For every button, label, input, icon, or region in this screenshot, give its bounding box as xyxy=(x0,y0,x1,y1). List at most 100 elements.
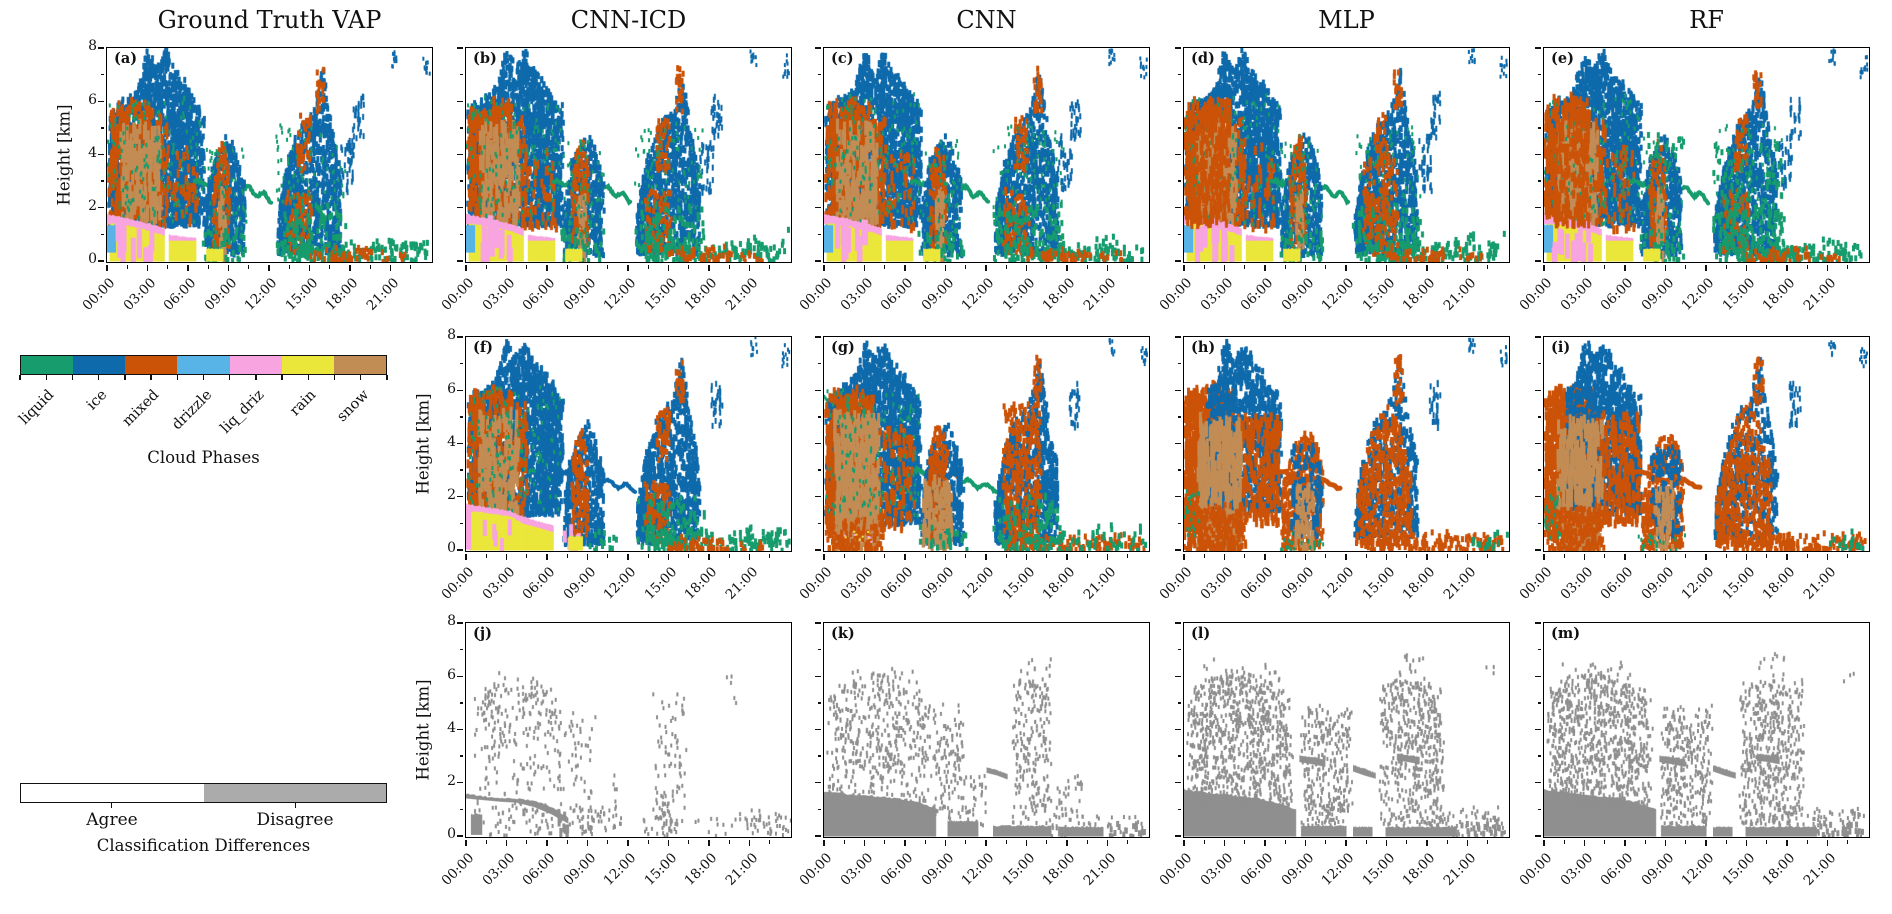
y-tick-major xyxy=(815,100,821,102)
x-tick-label: 00:00 xyxy=(438,850,478,889)
disagree-label: Disagree xyxy=(256,810,334,830)
x-tick-minor xyxy=(566,840,568,844)
x-tick-label: 00:00 xyxy=(796,850,836,889)
x-tick-label: 06:00 xyxy=(1597,275,1637,314)
x-tick-minor xyxy=(1685,554,1687,558)
phase-label-liquid: liquid xyxy=(16,387,58,428)
y-tick-major xyxy=(457,100,463,102)
x-tick-minor xyxy=(1203,554,1205,558)
x-tick-label: 18:00 xyxy=(1039,275,1079,314)
y-tick-major xyxy=(1175,260,1181,262)
x-tick-minor xyxy=(1766,554,1768,558)
y-tick-minor xyxy=(1537,755,1541,757)
x-tick-minor xyxy=(607,840,609,844)
x-tick-minor xyxy=(1406,554,1408,558)
y-tick-minor xyxy=(100,180,104,182)
x-tick-major xyxy=(1543,840,1545,846)
x-tick-minor xyxy=(1086,265,1088,269)
x-tick-minor xyxy=(1244,840,1246,844)
x-tick-label: 15:00 xyxy=(281,275,321,314)
x-tick-label: 15:00 xyxy=(640,275,680,314)
x-tick-label: 00:00 xyxy=(1516,275,1556,314)
x-tick-label: 15:00 xyxy=(998,275,1038,314)
y-tick-minor xyxy=(1537,648,1541,651)
y-tick-major xyxy=(457,549,463,551)
x-tick-label: 00:00 xyxy=(1156,850,1196,889)
x-tick-label: 09:00 xyxy=(559,564,599,603)
y-tick-major xyxy=(457,675,463,677)
x-tick-minor xyxy=(924,554,926,558)
x-tick-minor xyxy=(1806,554,1808,558)
phase-swatch-snow xyxy=(333,356,386,374)
y-tick-minor xyxy=(1177,522,1181,525)
y-tick-major xyxy=(457,336,463,338)
y-tick-minor xyxy=(1177,469,1181,471)
x-tick-minor xyxy=(1005,840,1007,844)
x-tick-label: 21:00 xyxy=(1079,564,1119,603)
x-tick-major xyxy=(1066,265,1068,271)
x-tick-minor xyxy=(1685,840,1687,844)
x-tick-label: 03:00 xyxy=(836,564,876,603)
x-tick-major xyxy=(1385,554,1388,560)
y-tick-major xyxy=(1535,549,1541,551)
phase-swatch-liq_driz xyxy=(229,356,282,374)
panel-f-plot xyxy=(466,337,791,551)
x-tick-minor xyxy=(965,554,967,558)
y-tick-major xyxy=(815,675,821,677)
y-tick-minor xyxy=(1537,808,1541,811)
x-tick-major xyxy=(1705,840,1707,846)
panel-i-plot xyxy=(1544,337,1869,551)
classification-colorbar-tick xyxy=(294,803,296,808)
y-tick-label: 2 xyxy=(447,773,456,790)
x-tick-minor xyxy=(566,554,568,558)
x-tick-label: 12:00 xyxy=(1318,564,1358,603)
x-tick-label: 18:00 xyxy=(1399,275,1439,314)
x-tick-major xyxy=(1583,265,1586,271)
x-tick-major xyxy=(1786,840,1788,846)
x-tick-minor xyxy=(1446,554,1448,558)
y-tick-major xyxy=(457,496,463,498)
x-tick-major xyxy=(1583,840,1586,846)
x-tick-label: 09:00 xyxy=(917,564,957,603)
panel-letter-b: (b) xyxy=(473,50,497,67)
column-title-rf: RF xyxy=(1689,6,1724,34)
x-tick-major xyxy=(863,840,866,846)
panel-k: (k) 00:00 03:00 06:00 09:00 12:00 15:00 18:00 21… xyxy=(796,622,1150,889)
x-tick-label: 12:00 xyxy=(600,850,640,889)
x-tick-major xyxy=(1466,265,1469,271)
x-tick-major xyxy=(1183,554,1185,560)
phase-colorbar-tick xyxy=(202,375,205,380)
panel-d: (d) 00:00 03:00 06:00 09:00 12:00 15:00 18:00 21… xyxy=(1156,47,1510,314)
classification-swatch-agree xyxy=(21,784,204,802)
x-tick-minor xyxy=(1806,265,1808,269)
x-tick-major xyxy=(1624,265,1626,271)
x-tick-minor xyxy=(1725,265,1727,269)
x-tick-major xyxy=(227,265,230,271)
phase-swatch-mixed xyxy=(125,356,178,374)
panel-c: (c) 00:00 03:00 06:00 09:00 12:00 15:00 18:00 21… xyxy=(796,47,1150,314)
y-tick-minor xyxy=(1537,522,1541,525)
x-tick-minor xyxy=(965,265,967,269)
x-tick-label: 00:00 xyxy=(1156,275,1196,314)
y-tick-minor xyxy=(817,233,821,236)
phase-colorbar-tick xyxy=(97,375,100,380)
y-tick-major xyxy=(98,47,104,49)
x-tick-major xyxy=(627,265,629,271)
y-tick-minor xyxy=(459,648,463,651)
x-tick-major xyxy=(1345,554,1347,560)
x-tick-major xyxy=(586,840,589,846)
y-tick-major xyxy=(1535,100,1541,102)
x-tick-minor xyxy=(1604,840,1606,844)
x-tick-minor xyxy=(1325,840,1327,844)
x-tick-minor xyxy=(843,265,845,269)
y-tick-minor xyxy=(1177,362,1181,365)
x-tick-label: 21:00 xyxy=(1799,564,1839,603)
x-tick-minor xyxy=(1365,840,1367,844)
x-tick-major xyxy=(1025,265,1028,271)
x-tick-minor xyxy=(1847,554,1849,558)
x-tick-minor xyxy=(1847,265,1849,269)
x-tick-minor xyxy=(485,554,487,558)
classification-colorbar-tick xyxy=(111,803,113,808)
y-tick-major xyxy=(815,549,821,551)
x-tick-major xyxy=(748,840,751,846)
